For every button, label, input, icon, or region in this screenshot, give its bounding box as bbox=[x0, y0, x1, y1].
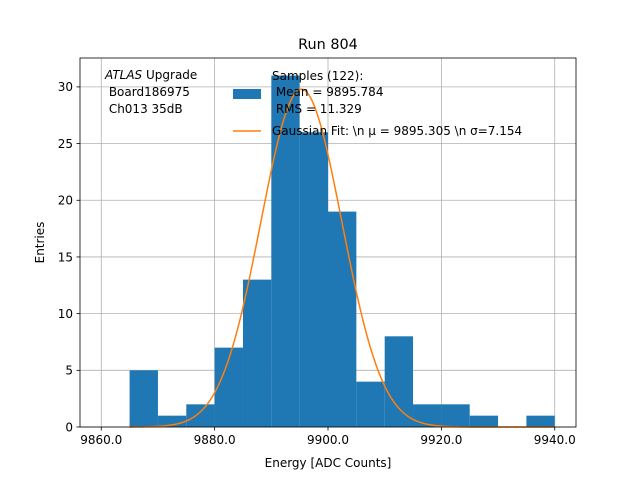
histogram-bar bbox=[356, 381, 385, 427]
x-tick-label: 9920.0 bbox=[420, 433, 462, 447]
histogram-bar bbox=[469, 415, 499, 427]
annotation-upgrade: Upgrade bbox=[142, 68, 197, 82]
histogram-bar bbox=[384, 336, 414, 427]
histogram-bar bbox=[157, 415, 187, 427]
y-tick-label: 25 bbox=[58, 137, 73, 151]
histogram-bar bbox=[526, 415, 555, 427]
y-axis-label: Entries bbox=[33, 222, 47, 264]
annotation-atlas: ATLAS bbox=[104, 68, 143, 82]
y-tick-label: 20 bbox=[58, 194, 73, 208]
histogram-bar bbox=[299, 132, 328, 427]
x-tick-label: 9880.0 bbox=[194, 433, 236, 447]
y-tick-label: 5 bbox=[65, 364, 73, 378]
x-axis-ticks: 9860.0 9880.0 9900.0 9920.0 9940.0 bbox=[80, 427, 576, 447]
legend-samples-line-3: RMS = 11.329 bbox=[272, 102, 362, 116]
histogram-bar bbox=[413, 404, 442, 427]
histogram-bar bbox=[186, 404, 215, 427]
histogram-bars bbox=[129, 75, 555, 428]
y-tick-label: 0 bbox=[65, 420, 73, 434]
y-tick-label: 10 bbox=[58, 307, 73, 321]
y-tick-label: 15 bbox=[58, 250, 73, 264]
y-tick-label: 30 bbox=[58, 80, 73, 94]
x-tick-label: 9940.0 bbox=[534, 433, 576, 447]
legend-samples-patch bbox=[233, 89, 261, 99]
legend-samples-line-1: Samples (122): bbox=[272, 69, 363, 83]
histogram-bar bbox=[129, 370, 158, 427]
histogram-bar bbox=[242, 279, 272, 427]
legend-fit-label: Gaussian Fit: \n μ = 9895.305 \n σ=7.154 bbox=[272, 124, 522, 138]
x-tick-label: 9860.0 bbox=[80, 433, 122, 447]
annotation-channel: Ch013 35dB bbox=[105, 102, 183, 116]
annotation-line-1: ATLAS Upgrade bbox=[104, 68, 197, 82]
legend-samples-line-2: Mean = 9895.784 bbox=[272, 85, 383, 99]
histogram-bar bbox=[441, 404, 470, 427]
histogram-bar bbox=[271, 75, 300, 428]
annotation-board: Board186975 bbox=[105, 85, 190, 99]
x-axis-label: Energy [ADC Counts] bbox=[265, 456, 392, 470]
x-tick-label: 9900.0 bbox=[307, 433, 349, 447]
y-axis-ticks: 0 5 10 15 20 25 30 bbox=[58, 80, 80, 434]
atlas-annotation: ATLAS Upgrade Board186975 Ch013 35dB bbox=[104, 68, 197, 116]
legend: Samples (122): Mean = 9895.784 RMS = 11.… bbox=[233, 69, 522, 138]
chart-title: Run 804 bbox=[298, 37, 358, 53]
histogram-bar bbox=[328, 211, 357, 427]
